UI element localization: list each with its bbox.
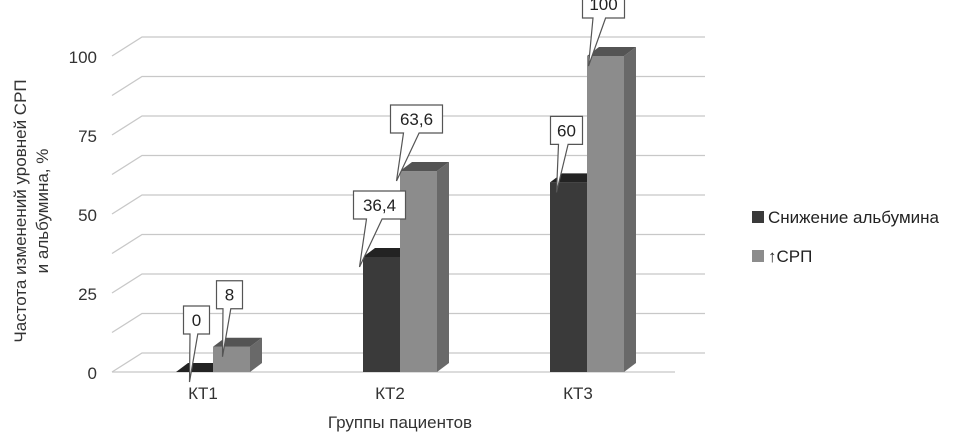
bar-front	[400, 171, 437, 372]
y-tick-label: 100	[69, 48, 97, 67]
data-label-text: 100	[589, 0, 617, 14]
bar-side	[250, 337, 262, 372]
bar-front	[213, 346, 250, 372]
bar	[176, 363, 225, 372]
gridline	[111, 194, 705, 215]
category-label-kt2: КТ2	[375, 384, 405, 403]
y-axis-title: Частота изменений уровней СРП и альбумин…	[11, 79, 52, 342]
bar-top	[400, 162, 449, 172]
gridline	[111, 233, 705, 255]
bar-front	[363, 256, 400, 372]
data-label-box	[215, 280, 244, 357]
legend-label-crp: ↑СРП	[768, 247, 812, 266]
gridline	[111, 352, 705, 373]
data-label-box	[549, 115, 584, 193]
gridline	[111, 273, 705, 294]
gridline	[111, 154, 705, 176]
bar	[213, 337, 262, 372]
x-axis-categories: КТ1 КТ2 КТ3	[188, 384, 593, 403]
gridline	[111, 312, 705, 334]
bars	[176, 47, 636, 372]
bar-side	[624, 47, 636, 372]
y-axis-ticks: 0 25 50 75 100	[69, 48, 97, 383]
data-label-text: 60	[557, 121, 576, 140]
legend-swatch-crp	[752, 250, 764, 262]
y-axis-title-line1: Частота изменений уровней СРП	[11, 79, 30, 342]
data-label-text: 36,4	[363, 196, 396, 215]
bar-top	[176, 363, 225, 372]
y-axis-title-line2: и альбумина, %	[33, 149, 52, 274]
data-label-box	[581, 0, 626, 67]
data-labels: 0 8 36,4 63,6 60 100	[182, 0, 626, 383]
gridline	[111, 75, 705, 97]
data-label-text: 0	[192, 311, 201, 330]
bar-top	[550, 173, 599, 183]
x-axis-title: Группы пациентов	[328, 413, 472, 432]
bar-side	[437, 162, 449, 372]
data-label-box	[352, 190, 407, 268]
y-tick-label: 50	[78, 206, 97, 225]
data-label-text: 8	[225, 286, 234, 305]
data-label-box	[389, 104, 444, 182]
data-label: 60	[549, 115, 584, 193]
data-label: 36,4	[352, 190, 407, 268]
gridline	[111, 115, 705, 136]
data-label: 100	[581, 0, 626, 67]
legend-swatch-albumin	[752, 211, 764, 223]
bar-top	[587, 47, 636, 56]
legend: Снижение альбумина ↑СРП	[752, 208, 940, 266]
y-tick-label: 75	[78, 127, 97, 146]
category-label-kt3: КТ3	[563, 384, 593, 403]
y-tick-label: 25	[78, 285, 97, 304]
data-label: 8	[215, 280, 244, 357]
legend-label-albumin: Снижение альбумина	[768, 208, 940, 227]
data-label: 0	[182, 305, 211, 383]
category-label-kt1: КТ1	[188, 384, 218, 403]
bar	[587, 47, 636, 372]
bar	[400, 162, 449, 372]
data-label-box	[182, 305, 211, 383]
y-tick-label: 0	[88, 364, 97, 383]
bar-top	[363, 247, 412, 257]
gridline	[111, 36, 705, 57]
bar-front	[550, 182, 587, 372]
data-label: 63,6	[389, 104, 444, 182]
data-label-text: 63,6	[400, 110, 433, 129]
bar-front	[587, 56, 624, 372]
